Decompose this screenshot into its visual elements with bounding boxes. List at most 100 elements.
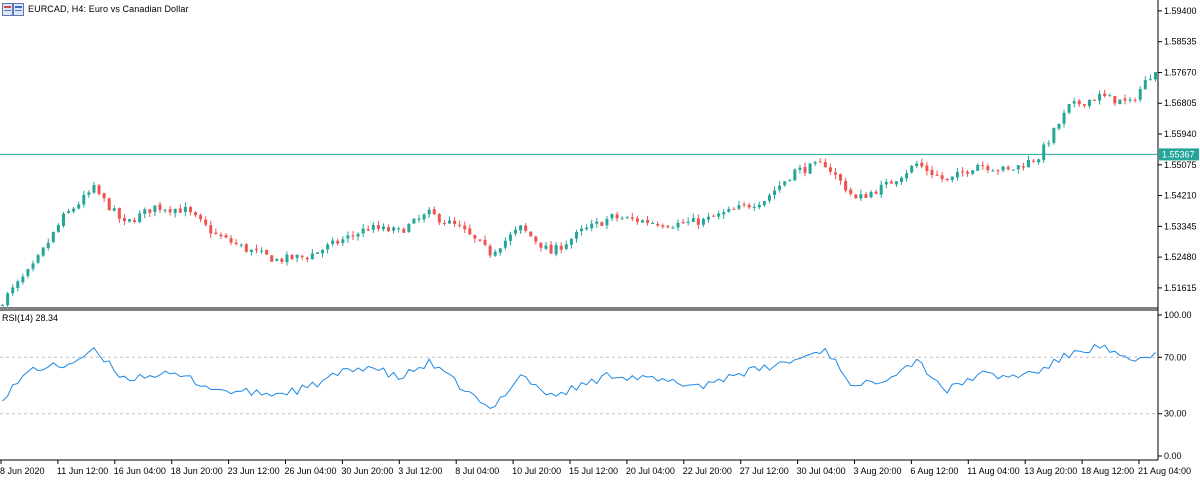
candle	[539, 242, 543, 252]
candle	[732, 206, 736, 210]
candle	[996, 169, 1000, 176]
candle-body	[315, 252, 319, 254]
candle	[960, 167, 964, 177]
candle-body	[478, 239, 482, 241]
candle	[402, 227, 406, 233]
candle-body	[463, 225, 467, 230]
candle	[651, 221, 655, 224]
candle	[574, 229, 578, 243]
candle	[1, 303, 5, 307]
candle-body	[1016, 165, 1020, 170]
candle	[442, 220, 446, 226]
candle-body	[427, 209, 431, 215]
candle	[432, 206, 436, 215]
candle	[326, 242, 330, 254]
chart-window-icon	[2, 2, 24, 16]
candle-body	[925, 165, 929, 172]
candle	[640, 219, 644, 224]
candle	[676, 219, 680, 232]
candle-body	[122, 217, 126, 222]
candle	[1133, 97, 1137, 103]
candle-body	[945, 178, 949, 181]
candle	[46, 238, 50, 251]
candle-body	[625, 217, 629, 219]
candle-body	[260, 250, 264, 252]
candle	[580, 225, 584, 236]
candle-body	[554, 245, 558, 255]
candle	[107, 197, 111, 211]
candle-body	[1047, 143, 1051, 145]
candle	[61, 212, 65, 228]
candle-body	[361, 228, 365, 234]
candle-body	[371, 224, 375, 230]
candle-body	[874, 191, 878, 194]
candle	[630, 212, 634, 222]
candle-body	[412, 218, 416, 224]
price-tick-label: 1.52480	[1164, 252, 1197, 262]
candle-body	[67, 211, 71, 213]
time-tick-label: 20 Jul 04:00	[626, 466, 675, 476]
candle-body	[163, 209, 167, 211]
candle-body	[417, 218, 421, 220]
candle-body	[671, 227, 675, 229]
candle-body	[280, 258, 284, 262]
candle-body	[580, 228, 584, 232]
candle	[514, 226, 518, 237]
candle-body	[661, 225, 665, 227]
candle	[757, 201, 761, 210]
candle	[1103, 89, 1107, 98]
candle	[468, 224, 472, 236]
candle-body	[514, 229, 518, 234]
candle	[51, 231, 55, 244]
candle	[168, 205, 172, 216]
candle	[447, 216, 451, 224]
time-tick-label: 10 Jul 20:00	[512, 466, 561, 476]
candle	[143, 207, 147, 219]
candle-body	[524, 225, 528, 231]
candle-body	[442, 222, 446, 224]
candle-body	[397, 228, 401, 230]
candle	[1067, 103, 1071, 115]
candle-body	[955, 172, 959, 178]
candle	[722, 208, 726, 219]
candle	[915, 160, 919, 168]
candle	[336, 238, 340, 246]
candle	[97, 183, 101, 196]
candle-body	[254, 248, 258, 251]
candle	[844, 177, 848, 193]
candle	[966, 170, 970, 177]
time-tick-label: 11 Aug 04:00	[967, 466, 1019, 476]
candle	[412, 217, 416, 225]
candle	[77, 201, 81, 210]
candle-body	[117, 208, 121, 219]
price-candles	[1, 71, 1157, 309]
candle-body	[549, 244, 553, 254]
candle	[407, 223, 411, 233]
candle	[392, 225, 396, 234]
candle-body	[46, 242, 50, 249]
candle-body	[61, 213, 65, 227]
candle	[828, 163, 832, 175]
candle	[87, 190, 91, 198]
candle-body	[97, 185, 101, 194]
candle-body	[473, 235, 477, 239]
candle-body	[605, 218, 609, 226]
candle	[762, 200, 766, 207]
candle	[1113, 95, 1117, 107]
candle	[397, 226, 401, 233]
candle	[595, 218, 599, 228]
candle	[16, 279, 20, 292]
candle	[92, 181, 96, 194]
candle-body	[722, 212, 726, 215]
candle-body	[686, 221, 690, 223]
candle	[260, 247, 264, 254]
candle-body	[844, 181, 848, 191]
candle-body	[1093, 99, 1097, 101]
candle	[1077, 99, 1081, 107]
candle	[21, 273, 25, 285]
candle-body	[468, 228, 472, 235]
candle	[219, 232, 223, 239]
candle-body	[194, 212, 198, 216]
candle	[498, 247, 502, 256]
